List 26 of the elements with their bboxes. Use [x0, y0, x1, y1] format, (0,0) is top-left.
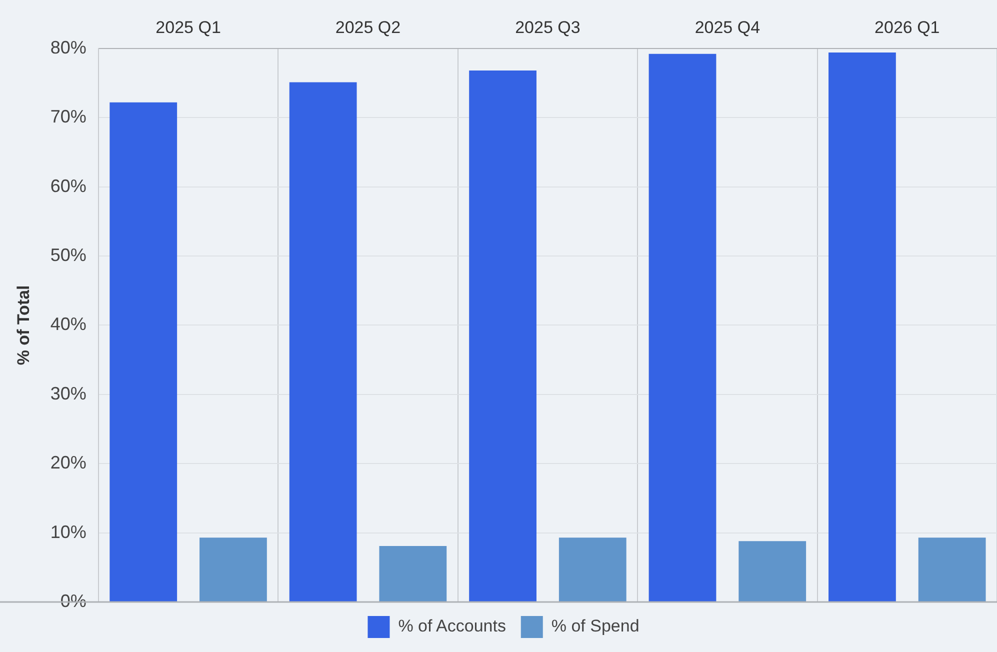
- y-axis-title: % of Total: [14, 285, 33, 366]
- y-tick-label: 60%: [50, 176, 86, 196]
- bar: [469, 70, 536, 602]
- legend-label: % of Accounts: [398, 616, 506, 636]
- bar: [828, 52, 896, 602]
- bar: [918, 538, 986, 602]
- y-tick-label: 40%: [50, 314, 86, 334]
- y-tick-label: 80%: [50, 37, 86, 58]
- x-tick-label: 2025 Q3: [515, 18, 580, 37]
- bar: [379, 546, 447, 602]
- y-tick-label: 30%: [50, 383, 86, 404]
- x-tick-label: 2025 Q2: [335, 18, 401, 37]
- bar: [738, 541, 806, 602]
- bar: [110, 102, 178, 602]
- bar: [648, 54, 716, 602]
- y-tick-label: 50%: [50, 244, 86, 265]
- legend-label: % of Spend: [551, 616, 640, 636]
- bar: [200, 538, 267, 602]
- y-tick-label: 10%: [50, 522, 86, 542]
- y-tick-label: 20%: [50, 452, 86, 473]
- x-tick-label: 2025 Q4: [694, 18, 760, 37]
- x-tick-label: 2025 Q1: [156, 18, 221, 37]
- bar: [558, 538, 626, 602]
- y-tick-label: 70%: [50, 106, 86, 127]
- bar: [289, 82, 357, 602]
- x-tick-label: 2026 Q1: [874, 18, 940, 37]
